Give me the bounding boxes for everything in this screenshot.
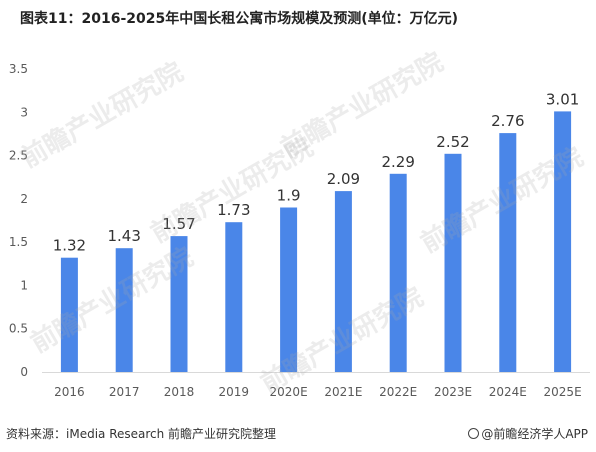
bar xyxy=(115,248,133,372)
value-labels: 1.32 1.43 1.57 1.73 1.9 2.09 2.29 2.52 2.76 3.01 xyxy=(53,90,580,254)
x-tick-label: 2022E xyxy=(379,385,417,399)
bar-value-label: 2.76 xyxy=(491,112,524,130)
bar xyxy=(389,173,407,372)
bar-value-label: 1.57 xyxy=(162,215,195,233)
bar xyxy=(554,111,572,373)
bar xyxy=(170,236,188,372)
bar-value-label: 2.29 xyxy=(381,153,414,171)
x-tick-label: 2020E xyxy=(270,385,308,399)
x-tick-label: 2024E xyxy=(489,385,527,399)
credit-note: @前瞻经济学人APP xyxy=(468,425,588,442)
y-axis-ticks: 0 0.5 1 1.5 2 2.5 3 3.5 xyxy=(9,62,28,379)
bar-value-label: 2.52 xyxy=(436,133,469,151)
bar-value-label: 1.9 xyxy=(277,187,301,205)
x-tick-label: 2018 xyxy=(164,385,195,399)
bars xyxy=(60,111,572,373)
chart-title: 图表11：2016-2025年中国长租公寓市场规模及预测(单位：万亿元) xyxy=(20,11,459,27)
x-tick-label: 2025E xyxy=(544,385,582,399)
logo-icon xyxy=(468,428,480,439)
x-tick-label: 2017 xyxy=(109,385,140,399)
x-axis-ticks: 2016 2017 2018 2019 2020E 2021E 2022E 2023E 2024… xyxy=(54,385,582,399)
y-tick-label: 0.5 xyxy=(9,322,28,336)
bar-value-label: 1.32 xyxy=(53,237,86,255)
bar xyxy=(225,222,243,372)
bar-value-label: 2.09 xyxy=(327,170,360,188)
x-tick-label: 2023E xyxy=(434,385,472,399)
y-tick-label: 0 xyxy=(20,365,28,379)
y-tick-label: 2.5 xyxy=(9,149,28,163)
bar xyxy=(60,257,78,372)
credit-text: @前瞻经济学人APP xyxy=(481,427,588,441)
x-tick-label: 2021E xyxy=(324,385,362,399)
x-tick-label: 2016 xyxy=(54,385,85,399)
bar xyxy=(444,153,462,372)
bar xyxy=(334,191,352,372)
y-tick-label: 3.5 xyxy=(9,62,28,76)
source-note: 资料来源：iMedia Research 前瞻产业研究院整理 xyxy=(6,427,277,441)
y-tick-label: 1 xyxy=(20,278,28,292)
y-tick-label: 3 xyxy=(20,105,28,119)
bar xyxy=(280,207,298,372)
bar-value-label: 3.01 xyxy=(546,90,579,108)
y-tick-label: 1.5 xyxy=(9,235,28,249)
bar xyxy=(499,133,517,372)
bar-value-label: 1.43 xyxy=(107,227,140,245)
x-tick-label: 2019 xyxy=(219,385,250,399)
bar-value-label: 1.73 xyxy=(217,201,250,219)
y-tick-label: 2 xyxy=(20,192,28,206)
